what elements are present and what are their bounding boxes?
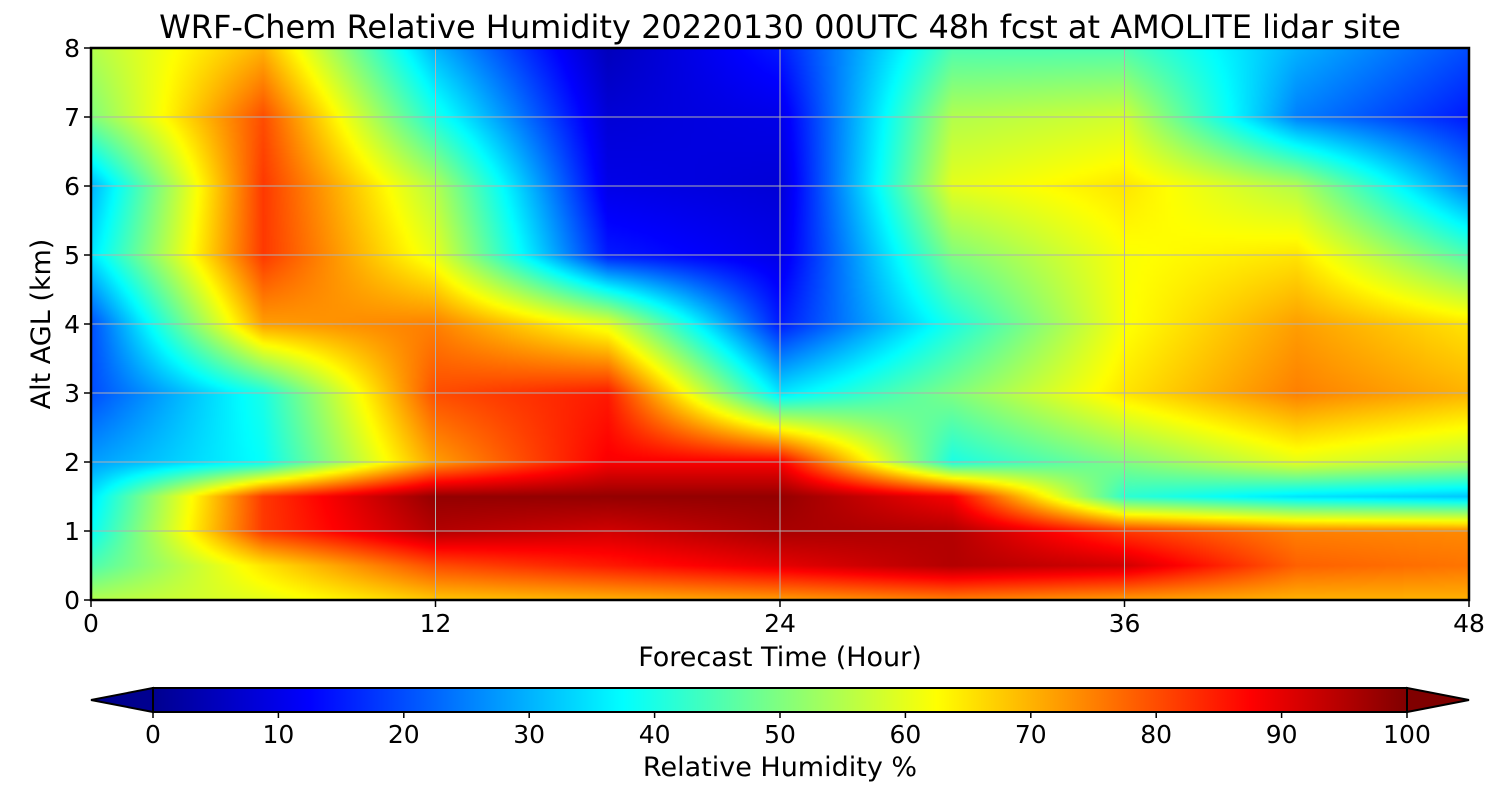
y-tick-label: 6 — [64, 172, 80, 201]
colorbar: 0 10 20 30 40 50 60 70 80 90 100 Relative Humidity… — [90, 686, 1470, 783]
y-axis-label: Alt AGL (km) — [26, 239, 57, 410]
x-tick-label: 24 — [764, 609, 796, 638]
colorbar-max-extension — [1406, 686, 1470, 714]
y-tick-label: 3 — [64, 379, 80, 408]
chart-title: WRF-Chem Relative Humidity 20220130 00UT… — [159, 8, 1401, 46]
colorbar-tick-label: 100 — [1383, 720, 1431, 749]
y-tick-label: 1 — [64, 517, 80, 546]
y-tick-label: 8 — [64, 34, 80, 63]
x-tick-label: 48 — [1453, 609, 1485, 638]
x-tick-label: 36 — [1109, 609, 1141, 638]
y-tick-label: 5 — [64, 241, 80, 270]
colorbar-tick-label: 30 — [513, 720, 545, 749]
colorbar-tick-label: 70 — [1015, 720, 1047, 749]
colorbar-tick-label: 0 — [145, 720, 161, 749]
x-axis-ticks: 0 12 24 36 48 — [83, 600, 1485, 638]
y-tick-label: 0 — [64, 586, 80, 615]
colorbar-tick-label: 40 — [639, 720, 671, 749]
colorbar-tick-label: 90 — [1266, 720, 1298, 749]
y-tick-label: 7 — [64, 103, 80, 132]
x-tick-label: 12 — [420, 609, 452, 638]
colorbar-tick-label: 20 — [388, 720, 420, 749]
x-tick-label: 0 — [83, 609, 99, 638]
x-axis-label: Forecast Time (Hour) — [638, 642, 922, 673]
colorbar-tick-label: 80 — [1140, 720, 1172, 749]
colorbar-min-extension — [90, 686, 154, 714]
y-tick-label: 4 — [64, 310, 80, 339]
colorbar-tick-label: 10 — [262, 720, 294, 749]
y-axis-ticks: 0 1 2 3 4 5 6 7 8 — [64, 34, 91, 615]
y-tick-label: 2 — [64, 448, 80, 477]
colorbar-tick-label: 60 — [889, 720, 921, 749]
colorbar-gradient — [152, 687, 1408, 713]
colorbar-ticks: 0 10 20 30 40 50 60 70 80 90 100 — [145, 712, 1431, 749]
colorbar-tick-label: 50 — [764, 720, 796, 749]
colorbar-label: Relative Humidity % — [643, 752, 917, 783]
grid-lines — [91, 48, 1469, 600]
